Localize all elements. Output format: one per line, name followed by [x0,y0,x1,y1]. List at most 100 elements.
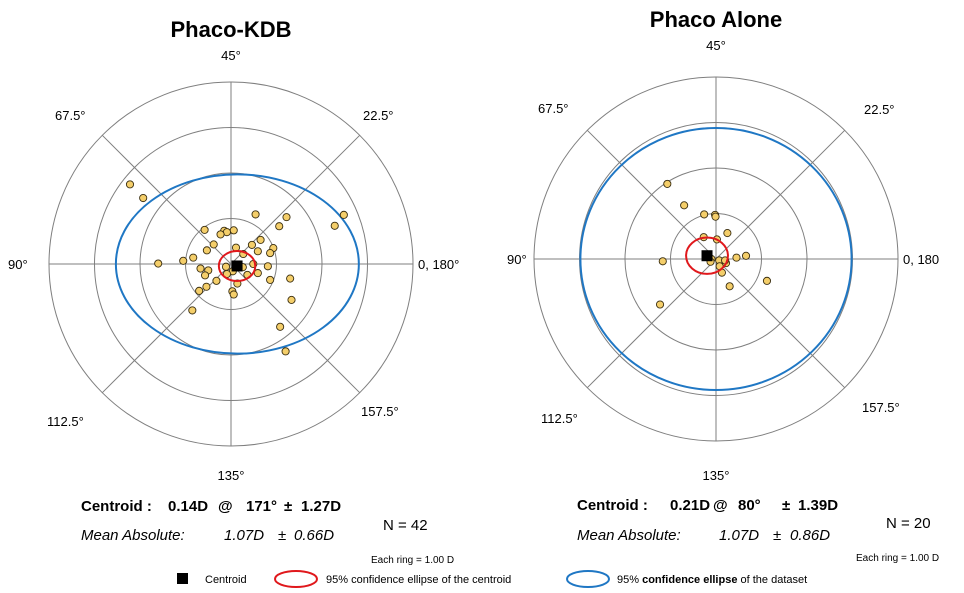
summary-mean-right: Mean Absolute: 1.07D ± 0.86D [577,527,830,544]
angle-label-67-5: 67.5° [55,108,86,123]
mean-value: 1.07D [224,527,264,544]
centroid-magnitude: 0.14D [168,498,208,515]
legend-dataset-bold: confidence ellipse [642,574,737,586]
summary-mean-left: Mean Absolute: 1.07D ± 0.66D [81,527,334,544]
data-point [276,322,285,331]
data-point [723,229,732,238]
data-point [658,257,667,266]
angle-label-135: 135° [218,468,245,483]
data-point [212,276,221,285]
angle-label-67-5: 67.5° [538,101,569,116]
summary-centroid-right: Centroid : 0.21D @ 80° ± 1.39D [577,497,838,514]
centroid-ellipse-left [217,249,257,282]
n-count-right: N = 20 [886,515,931,532]
angle-label-90: 90° [8,257,28,272]
centroid-ellipse-right [685,236,729,275]
angle-label-90: 90° [507,252,527,267]
data-point [741,251,751,260]
dataset-ellipse-left [114,173,360,355]
legend-centroid-swatch [177,573,188,584]
data-point [247,240,256,249]
angle-label-135: 135° [703,468,730,483]
plus-minus: ± [782,497,790,514]
chart-title-right: Phaco Alone [650,7,782,32]
data-point [139,193,148,203]
data-point [655,300,665,309]
data-point [330,221,339,230]
dataset-ellipse-right [579,126,853,392]
data-point [266,275,275,284]
data-point [179,256,188,265]
legend-centroid-ellipse-swatch [274,570,318,588]
mean-sd: 0.86D [790,527,830,544]
angle-label-157-5: 157.5° [361,404,399,419]
data-point [229,290,238,299]
at-sign: @ [713,497,728,514]
data-point [216,230,225,239]
at-sign: @ [218,498,233,515]
mean-label: Mean Absolute: [81,527,185,544]
data-point [154,259,163,268]
mean-sd: 0.66D [294,527,334,544]
data-point [286,274,295,283]
data-point [700,210,709,219]
spoke-135-diag [101,134,361,394]
panel-phaco-alone: Phaco Alone 0, 180 22.5° 45° 67.5° 90° 1… [507,7,939,564]
panel-phaco-kdb: Phaco-KDB 0, 180° 22.5° 45° 67.5° 90° 11… [8,17,459,566]
chart-title-left: Phaco-KDB [170,17,291,42]
data-point [202,282,211,291]
data-point [188,306,197,315]
angle-label-112-5: 112.5° [47,414,84,429]
data-point [209,240,218,249]
data-point [201,271,210,280]
legend-centroid-ellipse-label: 95% confidence ellipse of the centroid [326,574,511,586]
centroid-axis: 80° [738,497,761,514]
data-point [732,253,741,262]
centroid-magnitude: 0.21D [670,497,710,514]
data-point [287,295,296,304]
n-count-left: N = 42 [383,517,428,534]
legend-dataset-prefix: 95% [617,574,642,586]
data-point [221,262,231,271]
data-point [200,225,209,234]
legend-dataset-ellipse-label: 95% confidence ellipse of the dataset [617,574,807,586]
angle-label-112-5: 112.5° [541,411,578,426]
data-point [189,253,198,262]
data-point [125,180,135,189]
angle-labels-right: 0, 180 22.5° 45° 67.5° 90° 112.5° 135° 1… [507,38,939,483]
data-point [281,347,290,356]
data-point [725,282,734,291]
data-point [256,235,265,244]
angle-label-22-5: 22.5° [363,108,394,123]
plus-minus: ± [284,498,292,515]
centroid-sd: 1.39D [798,497,838,514]
ring-step-left: Each ring = 1.00 D [371,555,454,566]
plus-minus: ± [773,527,781,544]
data-point [202,246,211,255]
data-point [663,179,672,188]
angle-label-0-180: 0, 180° [418,257,459,272]
angle-label-157-5: 157.5° [862,400,900,415]
ring-step-right: Each ring = 1.00 D [856,553,939,564]
data-point [263,262,272,271]
data-point [196,264,205,273]
centroid-marker-right [701,250,713,262]
angle-label-0-180: 0, 180 [903,252,939,267]
angle-label-22-5: 22.5° [864,102,895,117]
data-point [195,286,204,295]
data-point [282,213,291,222]
mean-value: 1.07D [719,527,759,544]
centroid-axis: 171° [246,498,277,515]
data-point [229,226,238,235]
centroid-marker-left [231,260,243,272]
angle-labels-left: 0, 180° 22.5° 45° 67.5° 90° 112.5° 135° … [8,48,459,483]
data-points-right [655,179,772,309]
centroid-label: Centroid : [81,498,152,515]
data-point [253,247,262,256]
polar-grid-left [48,81,414,447]
data-point [251,210,260,219]
summary-centroid-left: Centroid : 0.14D @ 171° ± 1.27D [81,498,341,515]
data-point [275,222,284,231]
angle-label-45: 45° [706,38,726,53]
